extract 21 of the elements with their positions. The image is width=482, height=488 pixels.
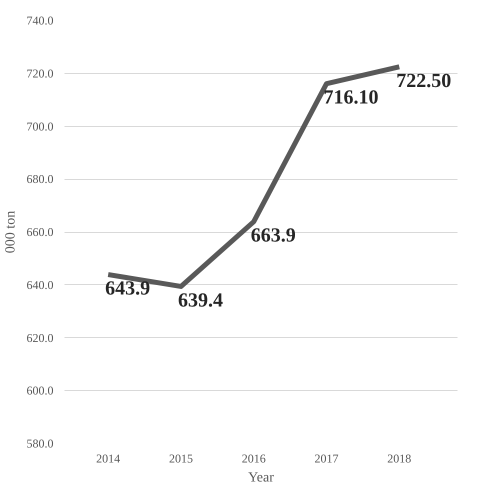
y-axis-title: 000 ton [4,210,18,254]
data-label: 663.9 [250,224,296,247]
x-tick-label: 2014 [96,452,120,466]
y-tick-label: 700.0 [26,119,54,134]
data-label: 716.10 [324,86,378,109]
x-tick-label: 2017 [314,452,338,466]
data-label: 639.4 [178,289,223,312]
x-axis-title: Year [248,470,274,486]
y-tick-label: 720.0 [26,66,54,80]
x-tick-label: 2018 [387,452,412,466]
data-label: 722.50 [396,70,452,92]
y-tick-label: 600.0 [26,384,54,398]
y-tick-label: 740.0 [26,14,54,28]
data-label: 643.9 [105,278,150,300]
x-tick-label: 2016 [242,452,266,466]
y-tick-label: 680.0 [26,172,54,186]
y-tick-label: 620.0 [26,330,54,345]
x-tick-label: 2015 [168,452,193,466]
y-tick-label: 580.0 [26,436,54,450]
y-tick-label: 640.0 [26,278,54,292]
y-tick-label: 660.0 [26,225,54,239]
